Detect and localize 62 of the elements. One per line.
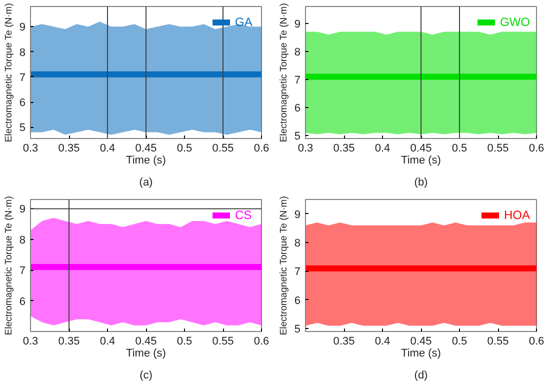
text: (d) [414, 370, 428, 382]
x-tick-label: 0.35 [58, 336, 80, 348]
x-tick-label: 0.4 [374, 336, 390, 348]
x-tick-label: 0.4 [100, 142, 116, 154]
x-axis-title: Time (s) [401, 348, 441, 360]
y-tick-label: 8 [19, 234, 26, 246]
y-axis-title: Electromagnetic Torque Te (N·m) [3, 3, 14, 142]
y-tick-label: 5 [294, 130, 301, 143]
x-tick-label: 0.6 [254, 142, 270, 154]
x-tick-label: 0.45 [135, 142, 157, 154]
x-axis-title: Time (s) [126, 154, 166, 166]
x-tick-label: 0.3 [298, 142, 314, 154]
x-tick-label: 0.4 [100, 336, 116, 348]
x-tick-label: 0.6 [254, 336, 270, 348]
y-tick-label: 8 [294, 238, 301, 250]
y-tick-label: 5 [19, 122, 26, 134]
y-axis-title: Electromagnetic Torque Te (N·m) [3, 196, 14, 336]
y-tick-label: 7 [294, 74, 301, 87]
x-tick-label: 0.45 [410, 336, 432, 348]
x-tick-label: 0.4 [374, 142, 390, 154]
y-tick-label: 7 [294, 266, 301, 278]
y-tick-label: 9 [294, 18, 301, 30]
y-tick-label: 5 [294, 324, 301, 336]
x-tick-label: 0.6 [528, 336, 544, 348]
x-axis-title: Time (s) [401, 154, 441, 166]
x-tick-label: 0.3 [22, 336, 38, 348]
legend-label: HOA [504, 208, 530, 222]
text: (c) [140, 370, 152, 382]
y-tick-label: 6 [294, 102, 301, 115]
x-tick-label: 0.5 [176, 142, 192, 154]
x-tick-label: 0.3 [22, 142, 38, 154]
x-tick-label: 0.55 [487, 142, 509, 154]
x-tick-label: 0.5 [176, 336, 192, 348]
y-tick-label: 9 [19, 22, 26, 34]
y-tick-label: 7 [19, 72, 26, 84]
x-tick-label: 0.45 [410, 142, 432, 154]
text: (a) [139, 176, 153, 188]
y-tick-label: 6 [294, 294, 301, 307]
y-axis-title: Electromagnetic Torque Te (N·m) [278, 3, 290, 142]
x-tick-label: 0.6 [528, 142, 544, 154]
y-tick-label: 6 [19, 296, 26, 308]
y-tick-label: 9 [294, 208, 301, 221]
legend-label: CS [235, 208, 253, 222]
x-tick-label: 0.5 [452, 142, 468, 154]
x-axis-title: Time (s) [126, 348, 166, 360]
text: (b) [414, 176, 428, 188]
x-tick-label: 0.35 [333, 142, 355, 154]
x-tick-label: 0.45 [135, 336, 157, 348]
legend-label: GA [235, 15, 254, 29]
y-tick-label: 7 [19, 265, 26, 278]
x-tick-label: 0.35 [333, 336, 355, 348]
y-tick-label: 8 [294, 46, 301, 58]
legend-label: GWO [500, 15, 530, 29]
x-tick-label: 0.55 [487, 336, 509, 348]
y-tick-label: 8 [19, 46, 26, 59]
x-tick-label: 0.5 [452, 336, 468, 348]
y-tick-label: 6 [19, 97, 26, 110]
y-axis-title: Electromagnetic Torque Te (N·m) [278, 196, 290, 336]
y-tick-label: 9 [19, 204, 26, 216]
x-tick-label: 0.55 [212, 142, 234, 154]
x-tick-label: 0.35 [58, 142, 80, 154]
x-tick-label: 0.55 [212, 336, 234, 348]
